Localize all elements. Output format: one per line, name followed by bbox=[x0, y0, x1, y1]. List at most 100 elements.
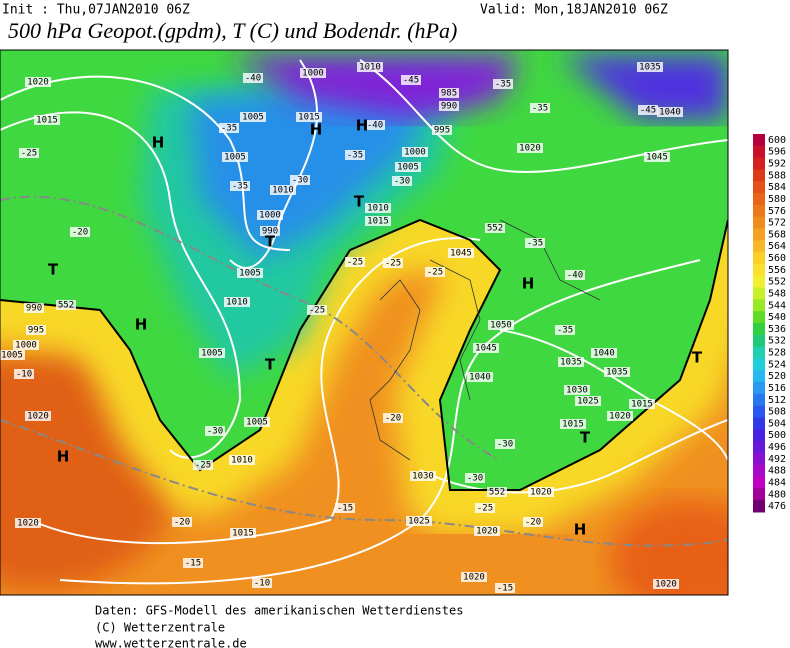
colorbar-swatch bbox=[753, 476, 765, 489]
contour-label: -40 bbox=[567, 271, 583, 281]
colorbar-label: 516 bbox=[768, 383, 786, 394]
label-box bbox=[629, 399, 655, 409]
colorbar-label: 512 bbox=[768, 395, 786, 406]
label-box bbox=[270, 185, 296, 195]
label-box bbox=[487, 487, 507, 497]
colorbar-label: 588 bbox=[768, 170, 786, 181]
contour-label: -40 bbox=[245, 74, 261, 84]
colorbar-label: 484 bbox=[768, 477, 786, 488]
contour-label: 1010 bbox=[231, 456, 253, 466]
contour-label: -35 bbox=[232, 182, 248, 192]
label-box bbox=[474, 526, 500, 536]
contour-label: -15 bbox=[337, 504, 353, 514]
label-box bbox=[365, 216, 391, 226]
label-box bbox=[237, 268, 263, 278]
label-box bbox=[439, 101, 459, 111]
label-box bbox=[24, 303, 44, 313]
colorbar-label: 552 bbox=[768, 277, 786, 288]
label-box bbox=[637, 62, 663, 72]
label-box bbox=[70, 227, 90, 237]
label-box bbox=[604, 367, 630, 377]
colorbar-swatch bbox=[753, 134, 765, 147]
label-box bbox=[252, 578, 272, 588]
colorbar-swatch bbox=[753, 263, 765, 277]
contour-label: -35 bbox=[347, 151, 363, 161]
label-box bbox=[229, 455, 255, 465]
label-box bbox=[395, 162, 421, 172]
label-box bbox=[488, 320, 514, 330]
contour-label: -35 bbox=[221, 124, 237, 134]
label-box bbox=[406, 516, 432, 526]
contour-label: 1020 bbox=[609, 412, 631, 422]
colorbar-label: 536 bbox=[768, 324, 786, 335]
contour-label: 1000 bbox=[404, 148, 426, 158]
contour-label: 552 bbox=[487, 224, 503, 234]
label-box bbox=[432, 125, 452, 135]
label-box bbox=[555, 325, 575, 335]
colorbar-label: 600 bbox=[768, 135, 786, 146]
contour-label: 1015 bbox=[562, 420, 584, 430]
colorbar-label: 496 bbox=[768, 442, 786, 453]
label-box bbox=[13, 340, 39, 350]
pressure-center: H bbox=[152, 134, 165, 152]
label-box bbox=[565, 270, 585, 280]
contour-label: 995 bbox=[434, 126, 450, 136]
label-box bbox=[653, 579, 679, 589]
contour-label: 1050 bbox=[490, 321, 512, 331]
contour-label: -25 bbox=[427, 268, 443, 278]
colorbar-swatch bbox=[753, 417, 765, 430]
contour-label: 1015 bbox=[232, 529, 254, 539]
contour-label: 1015 bbox=[367, 217, 389, 227]
contour-label: -15 bbox=[497, 584, 513, 594]
contour-label: 990 bbox=[262, 227, 278, 237]
label-box bbox=[14, 369, 34, 379]
label-box bbox=[296, 112, 322, 122]
label-box bbox=[205, 426, 225, 436]
contour-label: -25 bbox=[309, 306, 325, 316]
colorbar-swatch bbox=[753, 441, 765, 454]
label-box bbox=[644, 152, 670, 162]
colorbar-label: 528 bbox=[768, 348, 786, 359]
label-box bbox=[25, 411, 51, 421]
contour-label: 1020 bbox=[27, 412, 49, 422]
label-box bbox=[365, 120, 385, 130]
colorbar-swatch bbox=[753, 346, 765, 359]
contour-label: 1030 bbox=[412, 472, 434, 482]
colorbar-label: 524 bbox=[768, 359, 786, 370]
label-box bbox=[345, 257, 365, 267]
label-box bbox=[410, 471, 436, 481]
contour-label: 1035 bbox=[560, 358, 582, 368]
map-frame bbox=[0, 49, 729, 596]
colorbar-label: 556 bbox=[768, 265, 786, 276]
contour-label: -40 bbox=[367, 121, 383, 131]
contour-label: -30 bbox=[207, 427, 223, 437]
contour-label: 1015 bbox=[631, 400, 653, 410]
label-box bbox=[219, 123, 239, 133]
colorbar-swatch bbox=[753, 311, 765, 324]
label-box bbox=[335, 503, 355, 513]
colorbar-swatch bbox=[753, 299, 765, 312]
contour-label: 1020 bbox=[530, 488, 552, 498]
contour-label: -15 bbox=[185, 559, 201, 569]
colorbar-label: 504 bbox=[768, 418, 786, 429]
pressure-center: T bbox=[692, 349, 703, 367]
label-box bbox=[525, 238, 545, 248]
colorbar-swatch bbox=[753, 193, 765, 206]
contour-label: 1010 bbox=[272, 186, 294, 196]
pressure-center: H bbox=[356, 117, 369, 135]
label-box bbox=[260, 226, 280, 236]
label-box bbox=[172, 517, 192, 527]
colorbar-label: 572 bbox=[768, 218, 786, 229]
label-box bbox=[425, 267, 445, 277]
contour-label: 1005 bbox=[224, 153, 246, 163]
footer-line: www.wetterzentrale.de bbox=[95, 637, 247, 648]
label-box bbox=[230, 181, 250, 191]
pressure-center: T bbox=[580, 429, 591, 447]
label-box bbox=[439, 88, 459, 98]
label-box bbox=[392, 176, 412, 186]
colorbar-label: 532 bbox=[768, 336, 786, 347]
colorbar-swatch bbox=[753, 382, 765, 395]
contour-label: -30 bbox=[497, 440, 513, 450]
colorbar-label: 520 bbox=[768, 371, 786, 382]
